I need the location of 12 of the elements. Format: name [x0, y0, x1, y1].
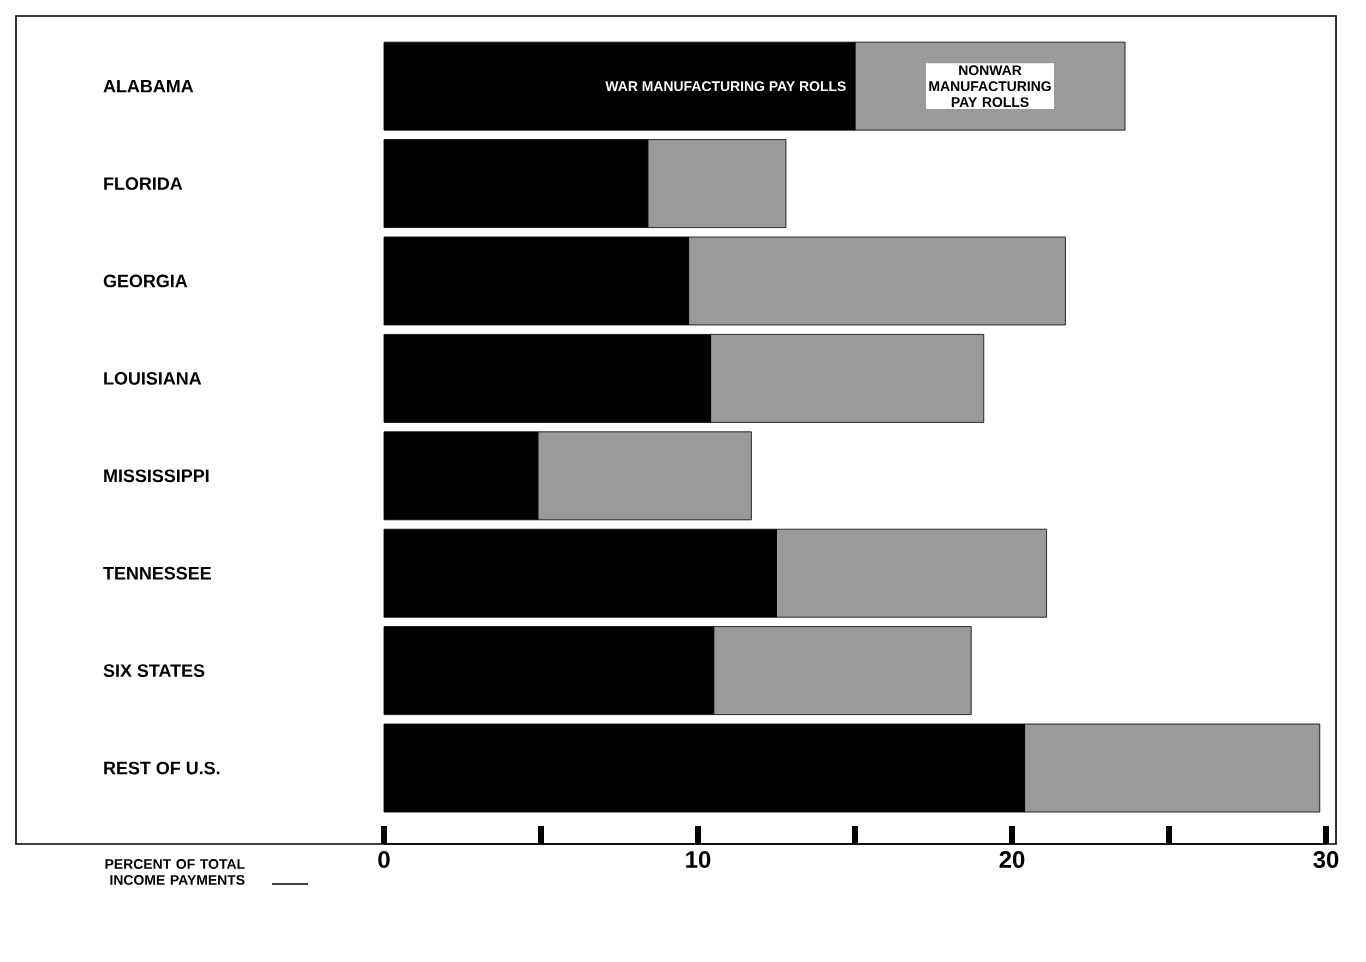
- y-tick-label: SIX STATES: [103, 664, 205, 677]
- y-tick-label: TENNESSEE: [103, 566, 211, 580]
- y-tick-label: MISSISSIPPI: [104, 469, 209, 483]
- y-tick-label: ALABAMA: [103, 79, 194, 93]
- x-tick-label: 20: [999, 851, 1025, 868]
- x-tick-label: 10: [686, 851, 711, 868]
- x-tick-label: 0: [378, 851, 390, 868]
- x-tick-label: 30: [1313, 851, 1339, 869]
- y-tick-label: FLORIDA: [104, 177, 183, 190]
- y-tick-label: REST OF U.S.: [104, 761, 220, 775]
- y-tick-label: LOUISIANA: [104, 372, 202, 385]
- y-tick-label: GEORGIA: [103, 274, 188, 288]
